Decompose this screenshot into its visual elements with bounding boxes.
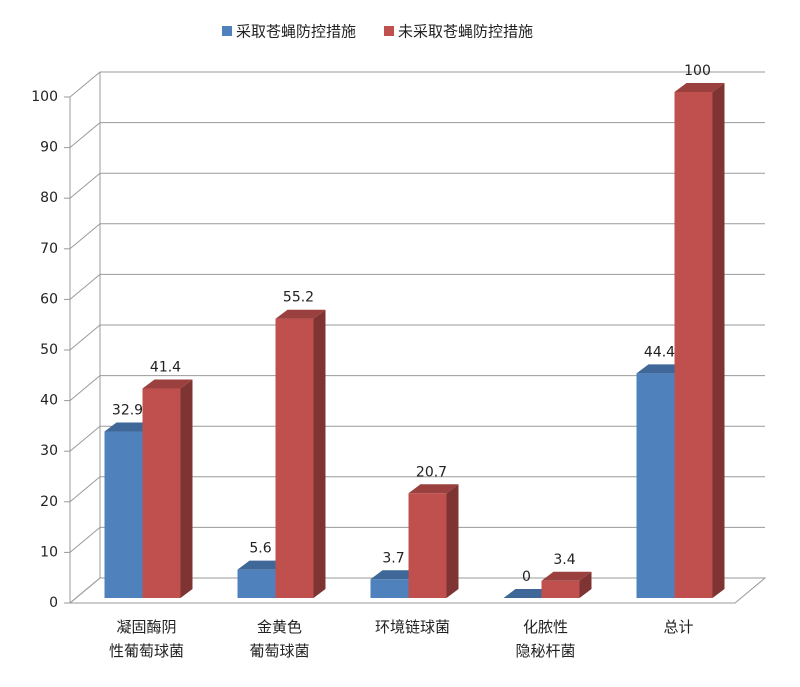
data-label: 3.7 bbox=[382, 550, 404, 566]
grid-segment bbox=[69, 476, 765, 503]
bar bbox=[275, 309, 326, 598]
bar-front bbox=[237, 569, 276, 598]
bar-front bbox=[674, 92, 713, 598]
x-tick-label: 金黄色 葡萄球菌 bbox=[249, 618, 310, 660]
bar-top bbox=[142, 379, 193, 389]
bar-side bbox=[180, 379, 193, 598]
bar-front bbox=[275, 318, 314, 598]
bar-front bbox=[370, 579, 409, 598]
data-label: 32.9 bbox=[112, 403, 143, 419]
y-tick-label: 50 bbox=[40, 342, 58, 358]
legend-swatch bbox=[222, 26, 232, 36]
grid-line bbox=[69, 223, 765, 250]
grid-segment bbox=[69, 273, 765, 300]
y-tick-label: 60 bbox=[40, 291, 58, 307]
data-label: 3.4 bbox=[553, 552, 575, 568]
grid-line bbox=[69, 273, 765, 300]
bar-front bbox=[142, 388, 181, 598]
grid-segment bbox=[69, 375, 765, 401]
y-tick-label: 100 bbox=[31, 89, 58, 105]
data-label: 20.7 bbox=[416, 464, 447, 480]
bar-top bbox=[104, 422, 155, 432]
bar-top bbox=[636, 364, 687, 374]
bar bbox=[142, 379, 193, 598]
bar-front bbox=[636, 373, 675, 598]
y-tick-label: 80 bbox=[40, 190, 58, 206]
data-label: 5.6 bbox=[249, 541, 271, 557]
bar bbox=[408, 484, 459, 598]
data-label: 100 bbox=[684, 63, 711, 79]
grid-segment bbox=[69, 172, 765, 199]
bar-front bbox=[541, 580, 580, 598]
data-label: 41.4 bbox=[150, 360, 181, 376]
grid-line bbox=[69, 172, 765, 199]
data-label: 55.2 bbox=[283, 290, 314, 306]
legend-label: 采取苍蝇防控措施 bbox=[236, 23, 356, 41]
grid-segment bbox=[69, 425, 765, 452]
bar-top bbox=[237, 560, 288, 570]
grid-line bbox=[69, 577, 765, 604]
bar bbox=[674, 83, 725, 598]
bar-top bbox=[503, 589, 554, 598]
bar-side bbox=[313, 309, 326, 598]
bar-front bbox=[104, 431, 143, 598]
grid-segment bbox=[69, 324, 765, 351]
grid-line bbox=[69, 526, 765, 553]
legend-swatch bbox=[384, 26, 395, 36]
bar-top bbox=[408, 484, 459, 494]
legend-label: 未采取苍蝇防控措施 bbox=[398, 23, 533, 41]
grid-segment bbox=[69, 526, 765, 553]
grid-line bbox=[69, 122, 765, 148]
bar-side bbox=[579, 571, 592, 598]
y-tick-label: 10 bbox=[40, 544, 58, 560]
bar-top bbox=[541, 571, 592, 581]
y-tick-label: 70 bbox=[40, 241, 58, 257]
y-tick-label: 0 bbox=[49, 595, 58, 611]
bar-top bbox=[275, 309, 326, 319]
bar bbox=[503, 589, 554, 598]
grid-segment bbox=[69, 577, 765, 604]
bar bbox=[541, 571, 592, 598]
x-tick-label: 总计 bbox=[663, 618, 694, 636]
bar-side bbox=[446, 484, 459, 598]
grid-segment bbox=[69, 122, 765, 148]
y-tick-label: 40 bbox=[40, 393, 58, 409]
data-label: 0 bbox=[522, 569, 531, 585]
bar-front bbox=[408, 493, 447, 598]
x-tick-label: 化脓性 隐秘杆菌 bbox=[515, 618, 576, 660]
x-tick-label: 凝固酶阴 性葡萄球菌 bbox=[108, 618, 184, 660]
grid-line bbox=[69, 476, 765, 503]
y-tick-label: 30 bbox=[40, 443, 58, 459]
y-tick-label: 20 bbox=[40, 494, 58, 510]
data-label: 44.4 bbox=[644, 344, 675, 360]
bar-top bbox=[370, 570, 421, 580]
y-tick-label: 90 bbox=[40, 140, 58, 156]
grid-line bbox=[69, 425, 765, 452]
grid-line bbox=[69, 324, 765, 351]
grid-line bbox=[69, 71, 765, 98]
bar-top bbox=[674, 83, 725, 92]
grid-segment bbox=[69, 223, 765, 250]
grid-segment bbox=[69, 71, 765, 98]
x-tick-label: 环境链球菌 bbox=[374, 618, 450, 636]
bar-side bbox=[712, 83, 725, 598]
grid-line bbox=[69, 375, 765, 401]
